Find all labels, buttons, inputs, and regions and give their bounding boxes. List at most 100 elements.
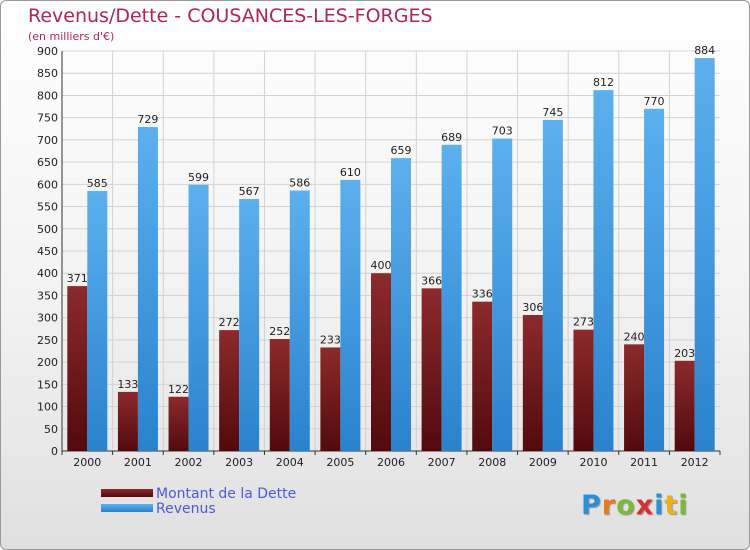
data-label-revenus: 689 xyxy=(441,131,462,144)
bar-revenus xyxy=(137,127,158,451)
bar-dette xyxy=(674,360,695,451)
data-label-dette: 272 xyxy=(219,316,240,329)
x-tick-label: 2006 xyxy=(377,456,405,469)
data-label-dette: 252 xyxy=(269,325,290,338)
x-tick-label: 2004 xyxy=(276,456,304,469)
y-tick-label: 450 xyxy=(37,245,58,258)
bar-dette xyxy=(219,330,240,451)
bar-revenus xyxy=(542,119,563,451)
bar-revenus xyxy=(492,138,513,452)
bars xyxy=(67,58,715,452)
legend-swatch-revenus xyxy=(101,504,153,512)
data-label-revenus: 884 xyxy=(694,44,715,57)
y-tick-label: 0 xyxy=(51,445,58,458)
x-tick-label: 2011 xyxy=(630,456,658,469)
data-label-dette: 273 xyxy=(573,316,594,329)
data-label-dette: 122 xyxy=(168,383,189,396)
x-tick-label: 2012 xyxy=(681,456,709,469)
y-tick-label: 500 xyxy=(37,223,58,236)
x-tick-label: 2003 xyxy=(225,456,253,469)
data-label-revenus: 770 xyxy=(644,95,665,108)
proxiti-logo: Proxiti xyxy=(581,490,689,521)
data-label-dette: 203 xyxy=(674,347,695,360)
bar-revenus xyxy=(340,179,361,451)
bar-revenus xyxy=(441,144,462,451)
x-tick-label: 2008 xyxy=(478,456,506,469)
y-tick-label: 50 xyxy=(44,423,58,436)
bar-revenus xyxy=(593,90,614,451)
x-tick-label: 2010 xyxy=(579,456,607,469)
data-label-dette: 371 xyxy=(67,272,88,285)
x-tick-label: 2007 xyxy=(428,456,456,469)
logo-letter: P xyxy=(581,490,602,521)
data-label-revenus: 610 xyxy=(340,166,361,179)
data-labels: 371 585 133 729 122 599 272 567 252 586 233 610 400 6… xyxy=(67,44,715,396)
logo-letter: r xyxy=(601,490,617,521)
data-label-revenus: 586 xyxy=(289,177,310,190)
data-label-dette: 233 xyxy=(320,333,341,346)
bar-dette xyxy=(168,396,189,451)
data-label-revenus: 567 xyxy=(239,185,260,198)
logo-letter: x xyxy=(635,490,655,521)
legend-label-debt: Montant de la Dette xyxy=(156,486,297,502)
x-tick-label: 2000 xyxy=(73,456,101,469)
bar-dette xyxy=(117,391,138,451)
x-tick-label: 2002 xyxy=(175,456,203,469)
data-label-dette: 133 xyxy=(117,378,138,391)
x-tick-label: 2009 xyxy=(529,456,557,469)
y-tick-label: 700 xyxy=(37,134,58,147)
logo-letter: i xyxy=(678,490,689,521)
data-label-revenus: 812 xyxy=(593,76,614,89)
data-label-revenus: 659 xyxy=(391,144,412,157)
bar-revenus xyxy=(87,191,108,451)
data-label-dette: 336 xyxy=(472,288,493,301)
bar-revenus xyxy=(188,184,209,451)
logo-letter: i xyxy=(654,490,665,521)
data-label-revenus: 585 xyxy=(87,177,108,190)
data-label-dette: 306 xyxy=(522,301,543,314)
y-tick-label: 750 xyxy=(37,112,58,125)
bar-dette xyxy=(371,273,391,451)
y-tick-label: 650 xyxy=(37,156,58,169)
legend-swatch-debt xyxy=(101,489,153,497)
y-tick-label: 250 xyxy=(37,334,58,347)
bar-revenus xyxy=(694,58,715,451)
y-tick-label: 400 xyxy=(37,267,58,280)
data-label-dette: 240 xyxy=(624,330,645,343)
data-label-revenus: 729 xyxy=(137,113,158,126)
bar-dette xyxy=(573,329,594,451)
bar-revenus xyxy=(391,158,411,451)
bar-revenus xyxy=(239,199,260,451)
y-tick-label: 900 xyxy=(37,45,58,58)
x-tick-labels: 2000 2001 2002 2003 2004 2005 2006 2007 2008 2009… xyxy=(73,456,708,469)
y-tick-label: 300 xyxy=(37,312,58,325)
bar-dette xyxy=(522,315,543,451)
y-tick-label: 200 xyxy=(37,356,58,369)
logo-letter: t xyxy=(664,490,679,521)
data-label-dette: 366 xyxy=(421,274,442,287)
y-tick-label: 800 xyxy=(37,89,58,102)
bar-dette xyxy=(421,288,442,451)
y-tick-label: 850 xyxy=(37,67,58,80)
chart-title: Revenus/Dette - COUSANCES-LES-FORGES xyxy=(28,5,433,27)
bar-dette xyxy=(67,286,88,451)
data-label-revenus: 703 xyxy=(492,125,513,138)
bar-revenus xyxy=(289,190,310,452)
y-tick-label: 350 xyxy=(37,289,58,302)
logo-letter: o xyxy=(616,490,636,521)
x-tick-label: 2005 xyxy=(326,456,354,469)
data-label-revenus: 745 xyxy=(542,106,563,119)
x-tick-label: 2001 xyxy=(124,456,152,469)
bar-dette xyxy=(320,347,341,451)
y-tick-label: 150 xyxy=(37,378,58,391)
data-label-dette: 400 xyxy=(371,259,392,272)
y-tick-label: 600 xyxy=(37,178,58,191)
y-tick-label: 100 xyxy=(37,401,58,414)
y-tick-labels: 0 50 100 150 200 250 300 350 400 450 500 550 600 650 7… xyxy=(37,45,58,458)
legend-label-revenus: Revenus xyxy=(156,501,216,517)
bar-dette xyxy=(472,301,493,451)
chart-subtitle: (en milliers d'€) xyxy=(28,30,115,43)
y-tick-label: 550 xyxy=(37,201,58,214)
